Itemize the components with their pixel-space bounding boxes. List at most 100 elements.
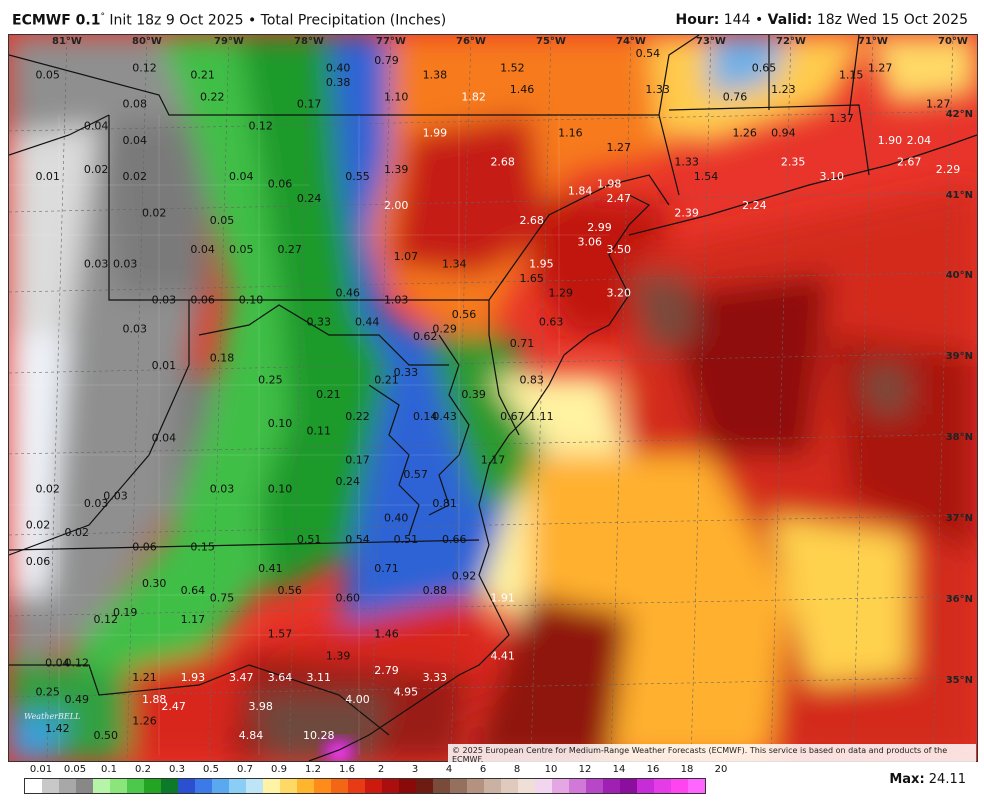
- precip-value-label: 0.88: [423, 584, 448, 597]
- title-separator: •: [247, 12, 257, 29]
- legend-swatch: [467, 779, 484, 793]
- precip-value-label: 0.38: [326, 76, 351, 89]
- legend-swatch: [671, 779, 688, 793]
- init-time: Init 18z 9 Oct 2025: [109, 12, 244, 29]
- precip-value-label: 2.04: [907, 134, 932, 147]
- legend-label: 20: [714, 764, 728, 775]
- precip-value-label: 0.22: [345, 410, 370, 423]
- precip-value-label: 0.21: [374, 374, 399, 387]
- precip-value-label: 1.21: [132, 671, 157, 684]
- longitude-label: 73°W: [696, 36, 726, 47]
- weatherbell-logo: WeatherBELL: [24, 712, 81, 721]
- precip-value-label: 0.03: [210, 482, 235, 495]
- legend-swatch: [246, 779, 263, 793]
- precip-value-label: 0.92: [452, 570, 477, 583]
- precip-value-label: 1.37: [829, 112, 854, 125]
- legend-label: 10: [544, 764, 558, 775]
- valid-label: Valid:: [767, 12, 813, 28]
- legend-swatch: [331, 779, 348, 793]
- precip-value-label: 0.11: [307, 424, 332, 437]
- precip-value-label: 1.98: [597, 178, 622, 191]
- precip-value-label: 0.67: [500, 410, 525, 423]
- precip-value-label: 0.17: [345, 453, 370, 466]
- precip-value-label: 1.52: [500, 61, 525, 74]
- legend-swatch: [229, 779, 246, 793]
- precip-value-label: 0.62: [413, 330, 438, 343]
- legend-label: 14: [612, 764, 626, 775]
- precip-value-label: 1.15: [839, 69, 864, 82]
- precip-value-label: 3.98: [248, 700, 273, 713]
- precip-value-label: 0.02: [35, 482, 60, 495]
- longitude-label: 80°W: [132, 36, 162, 47]
- precip-value-label: 0.12: [132, 61, 157, 74]
- precip-value-label: 0.12: [248, 119, 273, 132]
- precip-value-label: 1.65: [519, 272, 544, 285]
- precip-value-label: 2.24: [742, 199, 767, 212]
- precip-value-label: 0.30: [142, 577, 167, 590]
- state-borders: [9, 35, 870, 736]
- precip-value-label: 0.63: [539, 315, 564, 328]
- precip-value-label: 0.10: [268, 417, 293, 430]
- legend-swatch: [501, 779, 518, 793]
- precip-value-label: 0.56: [452, 308, 477, 321]
- precip-value-label: 1.90: [878, 134, 903, 147]
- legend-label: 3: [411, 764, 419, 775]
- precip-value-label: 2.67: [897, 156, 922, 169]
- precip-value-label: 2.47: [607, 192, 632, 205]
- legend-swatch: [110, 779, 127, 793]
- precip-value-label: 0.83: [519, 374, 544, 387]
- longitude-label: 78°W: [294, 36, 324, 47]
- legend-swatch: [127, 779, 144, 793]
- legend-swatch: [484, 779, 501, 793]
- precip-value-label: 0.21: [316, 388, 341, 401]
- precip-value-label: 1.99: [423, 127, 448, 140]
- legend-swatch: [195, 779, 212, 793]
- precip-value-label: 1.26: [732, 127, 757, 140]
- precip-value-label: 1.11: [529, 410, 554, 423]
- precip-value-label: 0.10: [268, 482, 293, 495]
- legend-swatch: [178, 779, 195, 793]
- precip-value-label: 0.43: [432, 410, 457, 423]
- precip-value-label: 1.07: [394, 250, 419, 263]
- legend-label: 1.6: [339, 764, 355, 775]
- precip-value-label: 0.01: [152, 359, 177, 372]
- legend-swatch: [433, 779, 450, 793]
- precip-value-label: 3.33: [423, 671, 448, 684]
- precip-value-label: 0.41: [258, 562, 283, 575]
- legend-swatch: [569, 779, 586, 793]
- precip-value-label: 0.56: [277, 584, 302, 597]
- precip-value-label: 1.27: [926, 98, 951, 111]
- precip-value-label: 1.46: [510, 83, 535, 96]
- legend-swatch: [518, 779, 535, 793]
- precip-value-label: 0.66: [442, 533, 467, 546]
- precip-value-label: 1.82: [461, 90, 486, 103]
- precip-value-label: 1.16: [558, 127, 583, 140]
- hour-value: 144: [723, 12, 751, 28]
- precip-value-label: 0.22: [200, 90, 225, 103]
- legend-swatch: [76, 779, 93, 793]
- precip-value-label: 0.40: [384, 511, 409, 524]
- legend-swatch: [382, 779, 399, 793]
- precip-value-label: 0.75: [210, 591, 235, 604]
- precip-value-label: 0.25: [35, 686, 60, 699]
- legend-label: 4: [445, 764, 453, 775]
- legend-label: 16: [646, 764, 660, 775]
- precip-value-label: 0.03: [84, 257, 109, 270]
- coastline: [308, 134, 977, 761]
- precipitation-map: 0.05 0.12 0.21 0.40 0.79 1.38 1.52 0.54 0.65 1.15…: [8, 34, 978, 762]
- precip-value-label: 1.27: [868, 61, 893, 74]
- longitude-label: 76°W: [456, 36, 486, 47]
- precip-value-labels: 0.05 0.12 0.21 0.40 0.79 1.38 1.52 0.54 0.65 1.15…: [26, 47, 961, 742]
- longitude-label: 77°W: [376, 36, 406, 47]
- precip-value-label: 2.68: [490, 156, 515, 169]
- legend-swatch: [620, 779, 637, 793]
- precip-value-label: 0.57: [403, 468, 428, 481]
- legend-label: 0.1: [101, 764, 117, 775]
- precip-value-label: 1.91: [490, 591, 515, 604]
- precip-value-label: 0.51: [394, 533, 419, 546]
- precip-value-label: 0.33: [307, 315, 332, 328]
- longitude-label: 70°W: [938, 36, 968, 47]
- legend-swatch: [688, 779, 705, 793]
- precip-value-label: 3.06: [578, 236, 603, 249]
- precip-value-label: 0.02: [26, 519, 51, 532]
